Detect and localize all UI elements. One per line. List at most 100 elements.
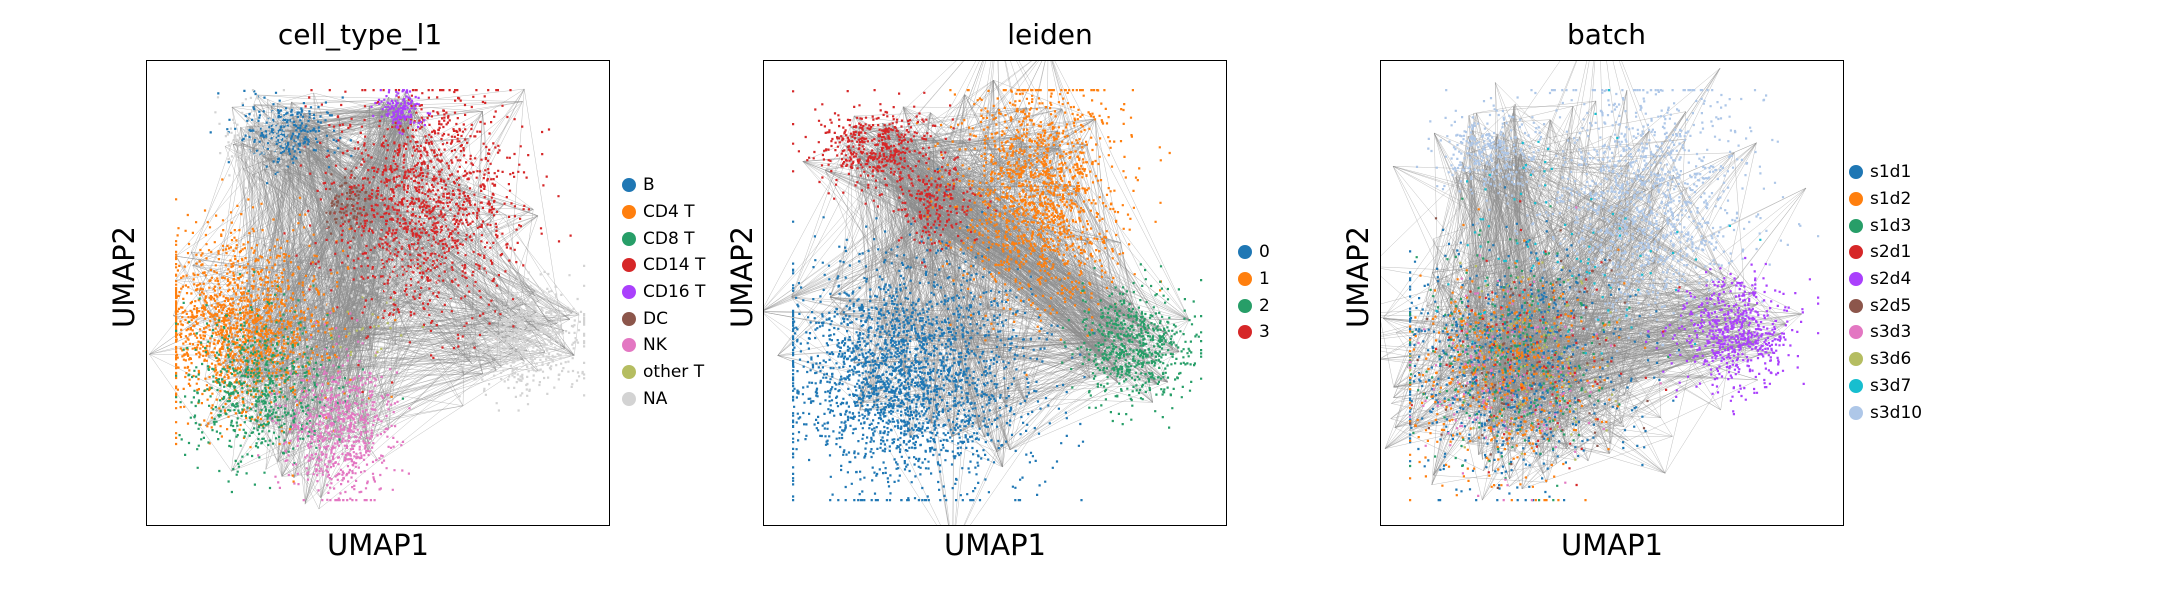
legend-label: s2d1	[1870, 242, 1912, 263]
legend-item: B	[622, 172, 705, 199]
legend-marker	[622, 311, 636, 326]
chart-title: batch	[1566, 18, 1647, 51]
graph-edges	[764, 61, 1190, 525]
scatter-points-na	[302, 199, 489, 331]
legend-label: 2	[1259, 295, 1270, 316]
legend-marker	[1849, 352, 1863, 367]
scatter-points-cd16-t	[370, 89, 432, 135]
legend-marker	[622, 205, 636, 220]
legend-label: s3d10	[1870, 402, 1923, 423]
legend-marker	[1849, 378, 1863, 393]
plot-area	[1380, 60, 1844, 526]
legend-item: NK	[622, 332, 705, 359]
legend-item: s1d3	[1849, 212, 1922, 239]
chart-title: cell_type_l1	[277, 18, 443, 51]
legend-label: s2d5	[1870, 295, 1912, 316]
scatter-points-s1d1	[1409, 186, 1681, 502]
scatter-canvas	[764, 61, 1203, 525]
legend-item: 1	[1238, 266, 1270, 293]
legend-label: s1d3	[1870, 215, 1912, 236]
scatter-points-2	[1061, 263, 1203, 429]
legend-marker	[1849, 192, 1863, 207]
legend-item: 2	[1238, 292, 1270, 319]
legend-item: CD8 T	[622, 225, 705, 252]
umap-panel-cell-type: cell_type_l1 UMAP1 UMAP2 B CD4 T CD8 T CD14…	[0, 0, 720, 600]
legend-item: DC	[622, 305, 705, 332]
legend-item: s2d1	[1849, 239, 1922, 266]
legend-item: s1d2	[1849, 186, 1922, 213]
legend-item: s2d5	[1849, 292, 1922, 319]
legend-label: CD16 T	[643, 282, 706, 303]
plot-area	[763, 60, 1227, 526]
umap-panel-batch: batch UMAP1 UMAP2 s1d1 s1d2 s1d3 s2d1 s2d4 s2…	[1341, 0, 2173, 600]
legend-label: NK	[643, 335, 667, 356]
legend-marker	[1238, 298, 1252, 313]
legend-item: s3d3	[1849, 319, 1922, 346]
scatter-points-3	[792, 89, 971, 208]
graph-edge-lines	[149, 88, 580, 510]
legend: 0 1 2 3	[1238, 239, 1270, 346]
legend-marker	[622, 391, 636, 406]
scatter-points-0	[792, 168, 1096, 502]
legend-label: DC	[643, 308, 668, 329]
legend: s1d1 s1d2 s1d3 s2d1 s2d4 s2d5 s3d3 s3d6 s3d7 s3d1…	[1849, 159, 1922, 426]
scatter-points-nk	[257, 311, 411, 502]
scatter-points-s3d10	[1415, 89, 1564, 205]
legend-label: B	[643, 175, 655, 196]
legend-label: s1d2	[1870, 189, 1912, 210]
legend-item: s3d6	[1849, 346, 1922, 373]
legend-marker	[1849, 298, 1863, 313]
legend-marker	[622, 231, 636, 246]
scatter-points-s3d10	[1476, 89, 1820, 360]
legend-label: CD4 T	[643, 202, 695, 223]
scatter-points-s2d4	[1645, 256, 1820, 416]
scatter-points-3	[872, 153, 998, 268]
legend-label: other T	[643, 362, 705, 383]
legend-marker	[1849, 245, 1863, 260]
legend-marker	[622, 338, 636, 353]
legend-item: 3	[1238, 319, 1270, 346]
legend-label: CD8 T	[643, 228, 695, 249]
legend-item: CD4 T	[622, 199, 705, 226]
legend-item: CD14 T	[622, 252, 705, 279]
legend: B CD4 T CD8 T CD14 T CD16 T DC NK other T NA	[622, 172, 705, 412]
legend-marker	[1849, 325, 1863, 340]
x-axis-label: UMAP1	[1560, 528, 1664, 562]
scatter-canvas	[149, 88, 586, 510]
scatter-points-dc	[325, 170, 378, 239]
y-axis-label: UMAP2	[1341, 225, 1375, 329]
legend-marker	[1238, 325, 1252, 340]
scatter-points-cd14-t	[283, 89, 572, 393]
legend-item: s1d1	[1849, 159, 1922, 186]
legend-label: s3d3	[1870, 322, 1912, 343]
legend-marker	[1238, 245, 1252, 260]
legend-label: 1	[1259, 269, 1270, 290]
legend-item: CD16 T	[622, 279, 705, 306]
legend-label: s3d7	[1870, 375, 1912, 396]
scatter-canvas	[1381, 61, 1820, 502]
legend-label: s2d4	[1870, 269, 1912, 290]
plot-area	[146, 60, 610, 526]
legend-label: 3	[1259, 322, 1270, 343]
legend-marker	[1849, 218, 1863, 233]
legend-marker	[1849, 405, 1863, 420]
legend-marker	[1849, 165, 1863, 180]
x-axis-label: UMAP1	[943, 528, 1047, 562]
legend-label: s1d1	[1870, 162, 1912, 183]
legend-marker	[1849, 272, 1863, 287]
x-axis-label: UMAP1	[326, 528, 430, 562]
legend-item: 0	[1238, 239, 1270, 266]
chart-title: leiden	[1007, 18, 1093, 51]
legend-item: s3d10	[1849, 399, 1922, 426]
graph-edge-lines	[764, 61, 1190, 525]
legend-marker	[622, 285, 636, 300]
legend-item: NA	[622, 386, 705, 413]
legend-item: s2d4	[1849, 266, 1922, 293]
legend-marker	[622, 258, 636, 273]
legend-item: other T	[622, 359, 705, 386]
graph-edge-lines	[1381, 61, 1807, 501]
legend-label: CD14 T	[643, 255, 706, 276]
graph-edges	[149, 88, 580, 510]
legend-marker	[622, 178, 636, 193]
y-axis-label: UMAP2	[725, 225, 759, 329]
